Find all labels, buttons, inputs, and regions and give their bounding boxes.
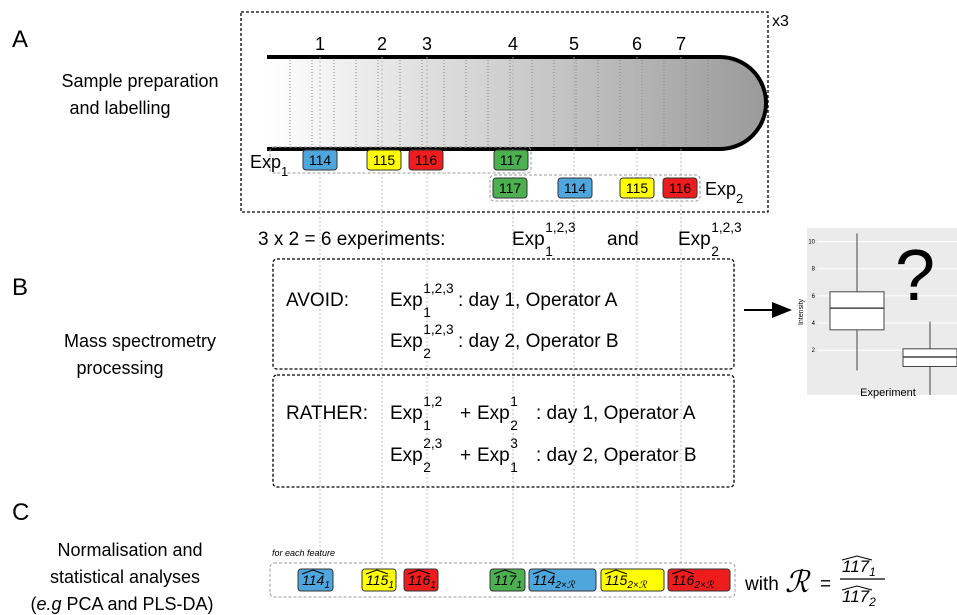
panel-label: statistical analyses bbox=[50, 567, 200, 587]
tag-number: 117 bbox=[494, 572, 518, 588]
box bbox=[830, 292, 884, 330]
tag-number: 114 bbox=[533, 572, 556, 588]
panel-label: Sample preparation bbox=[61, 71, 218, 91]
exp-sub: 2 bbox=[711, 244, 719, 259]
term-sub: 2 bbox=[868, 595, 876, 609]
panel-letter: A bbox=[12, 26, 28, 53]
question-mark: ? bbox=[895, 236, 935, 316]
tag-sub: 2×ℛ bbox=[693, 580, 714, 591]
exp-sub: 2 bbox=[736, 191, 743, 206]
exp-name: Exp bbox=[678, 229, 711, 250]
condition-text: : day 1, Operator A bbox=[458, 290, 618, 311]
exp-name: Exp bbox=[390, 403, 423, 424]
exp-name: Exp bbox=[477, 445, 510, 466]
fraction-term: 1171 bbox=[842, 557, 876, 579]
summary-text: 3 x 2 = 6 experiments: bbox=[258, 229, 445, 250]
summary-and: and bbox=[607, 229, 639, 250]
exp-sup: 3 bbox=[510, 436, 518, 451]
exp-sup: 1 bbox=[510, 394, 518, 409]
exp-sub: 1 bbox=[423, 418, 431, 433]
plus: + bbox=[460, 445, 471, 466]
panel-letter: B bbox=[12, 274, 28, 301]
exp-name: Exp bbox=[390, 445, 423, 466]
tag-label: 114 bbox=[564, 180, 587, 196]
exp-sub: 2 bbox=[423, 346, 431, 361]
tag-sub: 1 bbox=[324, 580, 330, 591]
avoid-box bbox=[273, 259, 734, 369]
term-sub: 1 bbox=[869, 565, 876, 579]
repeat-label: x3 bbox=[772, 13, 789, 30]
tag-number: 115 bbox=[605, 572, 628, 588]
fraction-term: 1172 bbox=[842, 587, 876, 609]
exp-sub: 1 bbox=[510, 460, 518, 475]
formula-with: with bbox=[744, 574, 779, 595]
exp-sup: 1,2,3 bbox=[545, 220, 575, 235]
tag-sub: 1 bbox=[430, 580, 436, 591]
exp-sup: 1,2 bbox=[423, 394, 442, 409]
fraction-number: 1 bbox=[315, 34, 325, 54]
tag-label: 117 bbox=[499, 180, 522, 196]
panel-label: Mass spectrometry bbox=[64, 331, 216, 351]
rather-label: RATHER: bbox=[286, 403, 368, 424]
condition-text: : day 1, Operator A bbox=[536, 403, 696, 424]
panel-label: and labelling bbox=[69, 98, 170, 118]
plus: + bbox=[460, 403, 471, 424]
tag-sub: 1 bbox=[388, 580, 394, 591]
label-part: e.g bbox=[36, 594, 61, 614]
exp-sub: 2 bbox=[423, 460, 431, 475]
term-number: 117 bbox=[842, 557, 870, 576]
tag-number: 116 bbox=[408, 572, 431, 588]
exp-name: Exp bbox=[250, 152, 281, 172]
tag-number: 114 bbox=[302, 572, 325, 588]
tag-number: 116 bbox=[672, 572, 695, 588]
fraction-number: 5 bbox=[569, 34, 579, 54]
exp-sub: 2 bbox=[510, 418, 518, 433]
rather-box bbox=[273, 375, 734, 487]
panel-letter: C bbox=[12, 499, 29, 526]
exp-sup: 1,2,3 bbox=[423, 322, 453, 337]
panel-label: (e.g PCA and PLS-DA) bbox=[30, 594, 213, 614]
tag-label: 114 bbox=[309, 152, 332, 168]
tag-sub: 2×ℛ bbox=[554, 580, 575, 591]
exp-name: Exp bbox=[705, 179, 736, 199]
fraction-number: 2 bbox=[377, 34, 387, 54]
avoid-label: AVOID: bbox=[286, 290, 349, 311]
tag-label: 115 bbox=[373, 152, 396, 168]
fraction-number: 7 bbox=[676, 34, 686, 54]
term-number: 117 bbox=[842, 587, 870, 606]
figure: A Sample preparation and labelling x3 1 2 3 4 5 6… bbox=[0, 0, 957, 615]
exp-name: Exp bbox=[512, 229, 545, 250]
y-tick-label: 10 bbox=[808, 240, 815, 246]
exp-sub: 1 bbox=[545, 244, 553, 259]
tag-label: 115 bbox=[626, 180, 649, 196]
fraction-number: 3 bbox=[422, 34, 432, 54]
panel-label: Normalisation and bbox=[57, 540, 202, 560]
formula-equals: = bbox=[820, 574, 831, 595]
exp-sup: 2,3 bbox=[423, 436, 442, 451]
exp-name: Exp bbox=[477, 403, 510, 424]
condition-text: : day 2, Operator B bbox=[536, 445, 697, 466]
exp-name: Exp bbox=[390, 331, 423, 352]
exp-sup: 1,2,3 bbox=[423, 281, 453, 296]
tube bbox=[267, 57, 766, 149]
tag-label: 116 bbox=[415, 152, 438, 168]
formula-symbol: ℛ bbox=[785, 565, 811, 600]
tag-sub: 1 bbox=[516, 580, 522, 591]
exp-sub: 1 bbox=[281, 164, 288, 179]
tag-sub: 2×ℛ bbox=[626, 580, 647, 591]
tag-number: 115 bbox=[366, 572, 389, 588]
exp-sup: 1,2,3 bbox=[711, 220, 741, 235]
tag-label: 117 bbox=[500, 152, 523, 168]
fraction-number: 4 bbox=[508, 34, 518, 54]
tag-label: 116 bbox=[669, 180, 692, 196]
condition-text: : day 2, Operator B bbox=[458, 331, 619, 352]
y-axis-label: Intensity bbox=[798, 298, 805, 325]
fraction-number: 6 bbox=[632, 34, 642, 54]
exp-sub: 1 bbox=[423, 305, 431, 320]
exp-name: Exp bbox=[390, 290, 423, 311]
note: for each feature bbox=[272, 548, 335, 558]
panel-label: processing bbox=[76, 358, 163, 378]
x-axis-label: Experiment bbox=[860, 387, 916, 399]
label-part: PCA and PLS-DA) bbox=[61, 594, 213, 614]
